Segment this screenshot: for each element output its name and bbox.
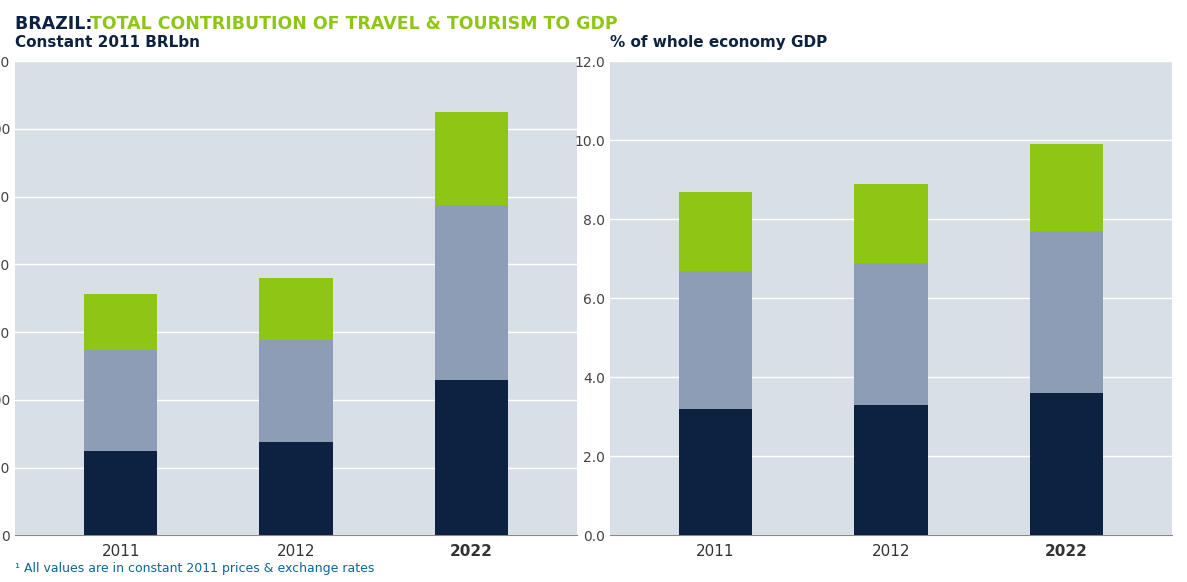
- Bar: [259, 340, 332, 442]
- Bar: [434, 205, 508, 379]
- Bar: [434, 379, 508, 535]
- Text: ¹ All values are in constant 2011 prices & exchange rates: ¹ All values are in constant 2011 prices…: [15, 562, 375, 574]
- Bar: [84, 450, 158, 535]
- Bar: [1029, 231, 1103, 393]
- Bar: [679, 409, 753, 535]
- Bar: [259, 442, 332, 535]
- Text: % of whole economy GDP: % of whole economy GDP: [610, 36, 827, 50]
- Bar: [1029, 144, 1103, 231]
- Bar: [855, 262, 928, 405]
- Bar: [84, 350, 158, 450]
- Bar: [84, 294, 158, 350]
- Text: Constant 2011 BRLbn: Constant 2011 BRLbn: [15, 36, 201, 50]
- Bar: [679, 191, 753, 271]
- Bar: [855, 184, 928, 262]
- Bar: [855, 405, 928, 535]
- Bar: [434, 112, 508, 205]
- Bar: [679, 271, 753, 409]
- Bar: [1029, 393, 1103, 535]
- Text: TOTAL CONTRIBUTION OF TRAVEL & TOURISM TO GDP: TOTAL CONTRIBUTION OF TRAVEL & TOURISM T…: [90, 15, 618, 33]
- Text: BRAZIL:: BRAZIL:: [15, 15, 99, 33]
- Bar: [259, 278, 332, 340]
